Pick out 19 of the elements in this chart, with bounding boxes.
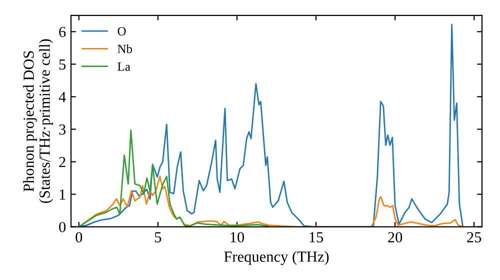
legend-label: Nb bbox=[118, 44, 132, 54]
x-tick-label: 5 bbox=[155, 232, 162, 242]
legend-label: La bbox=[118, 62, 130, 71]
legend-label: O bbox=[118, 27, 126, 36]
x-tick-label: 10 bbox=[230, 232, 244, 242]
y-tick-label: 6 bbox=[59, 26, 66, 38]
y-tick-label: 5 bbox=[59, 59, 66, 70]
y-tick-label: 2 bbox=[59, 156, 66, 168]
x-axis-title: Frequency (THz) bbox=[224, 251, 329, 265]
y-tick-label: 1 bbox=[60, 189, 66, 200]
y-axis-title: Phonon projected DOS (States/THz·primitive cell) bbox=[23, 39, 53, 203]
x-tick-label: 0 bbox=[76, 232, 82, 242]
line-series bbox=[78, 130, 270, 227]
y-tick-label: 4 bbox=[58, 92, 66, 102]
x-tick-label: 15 bbox=[310, 232, 324, 242]
x-tick-label: 25 bbox=[467, 232, 482, 242]
y-tick-label: 3 bbox=[59, 124, 66, 135]
x-tick-label: 20 bbox=[388, 232, 402, 242]
y-tick-label: 0 bbox=[59, 222, 66, 232]
